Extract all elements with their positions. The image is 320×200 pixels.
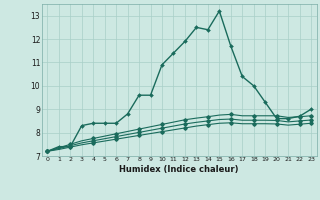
X-axis label: Humidex (Indice chaleur): Humidex (Indice chaleur) xyxy=(119,165,239,174)
